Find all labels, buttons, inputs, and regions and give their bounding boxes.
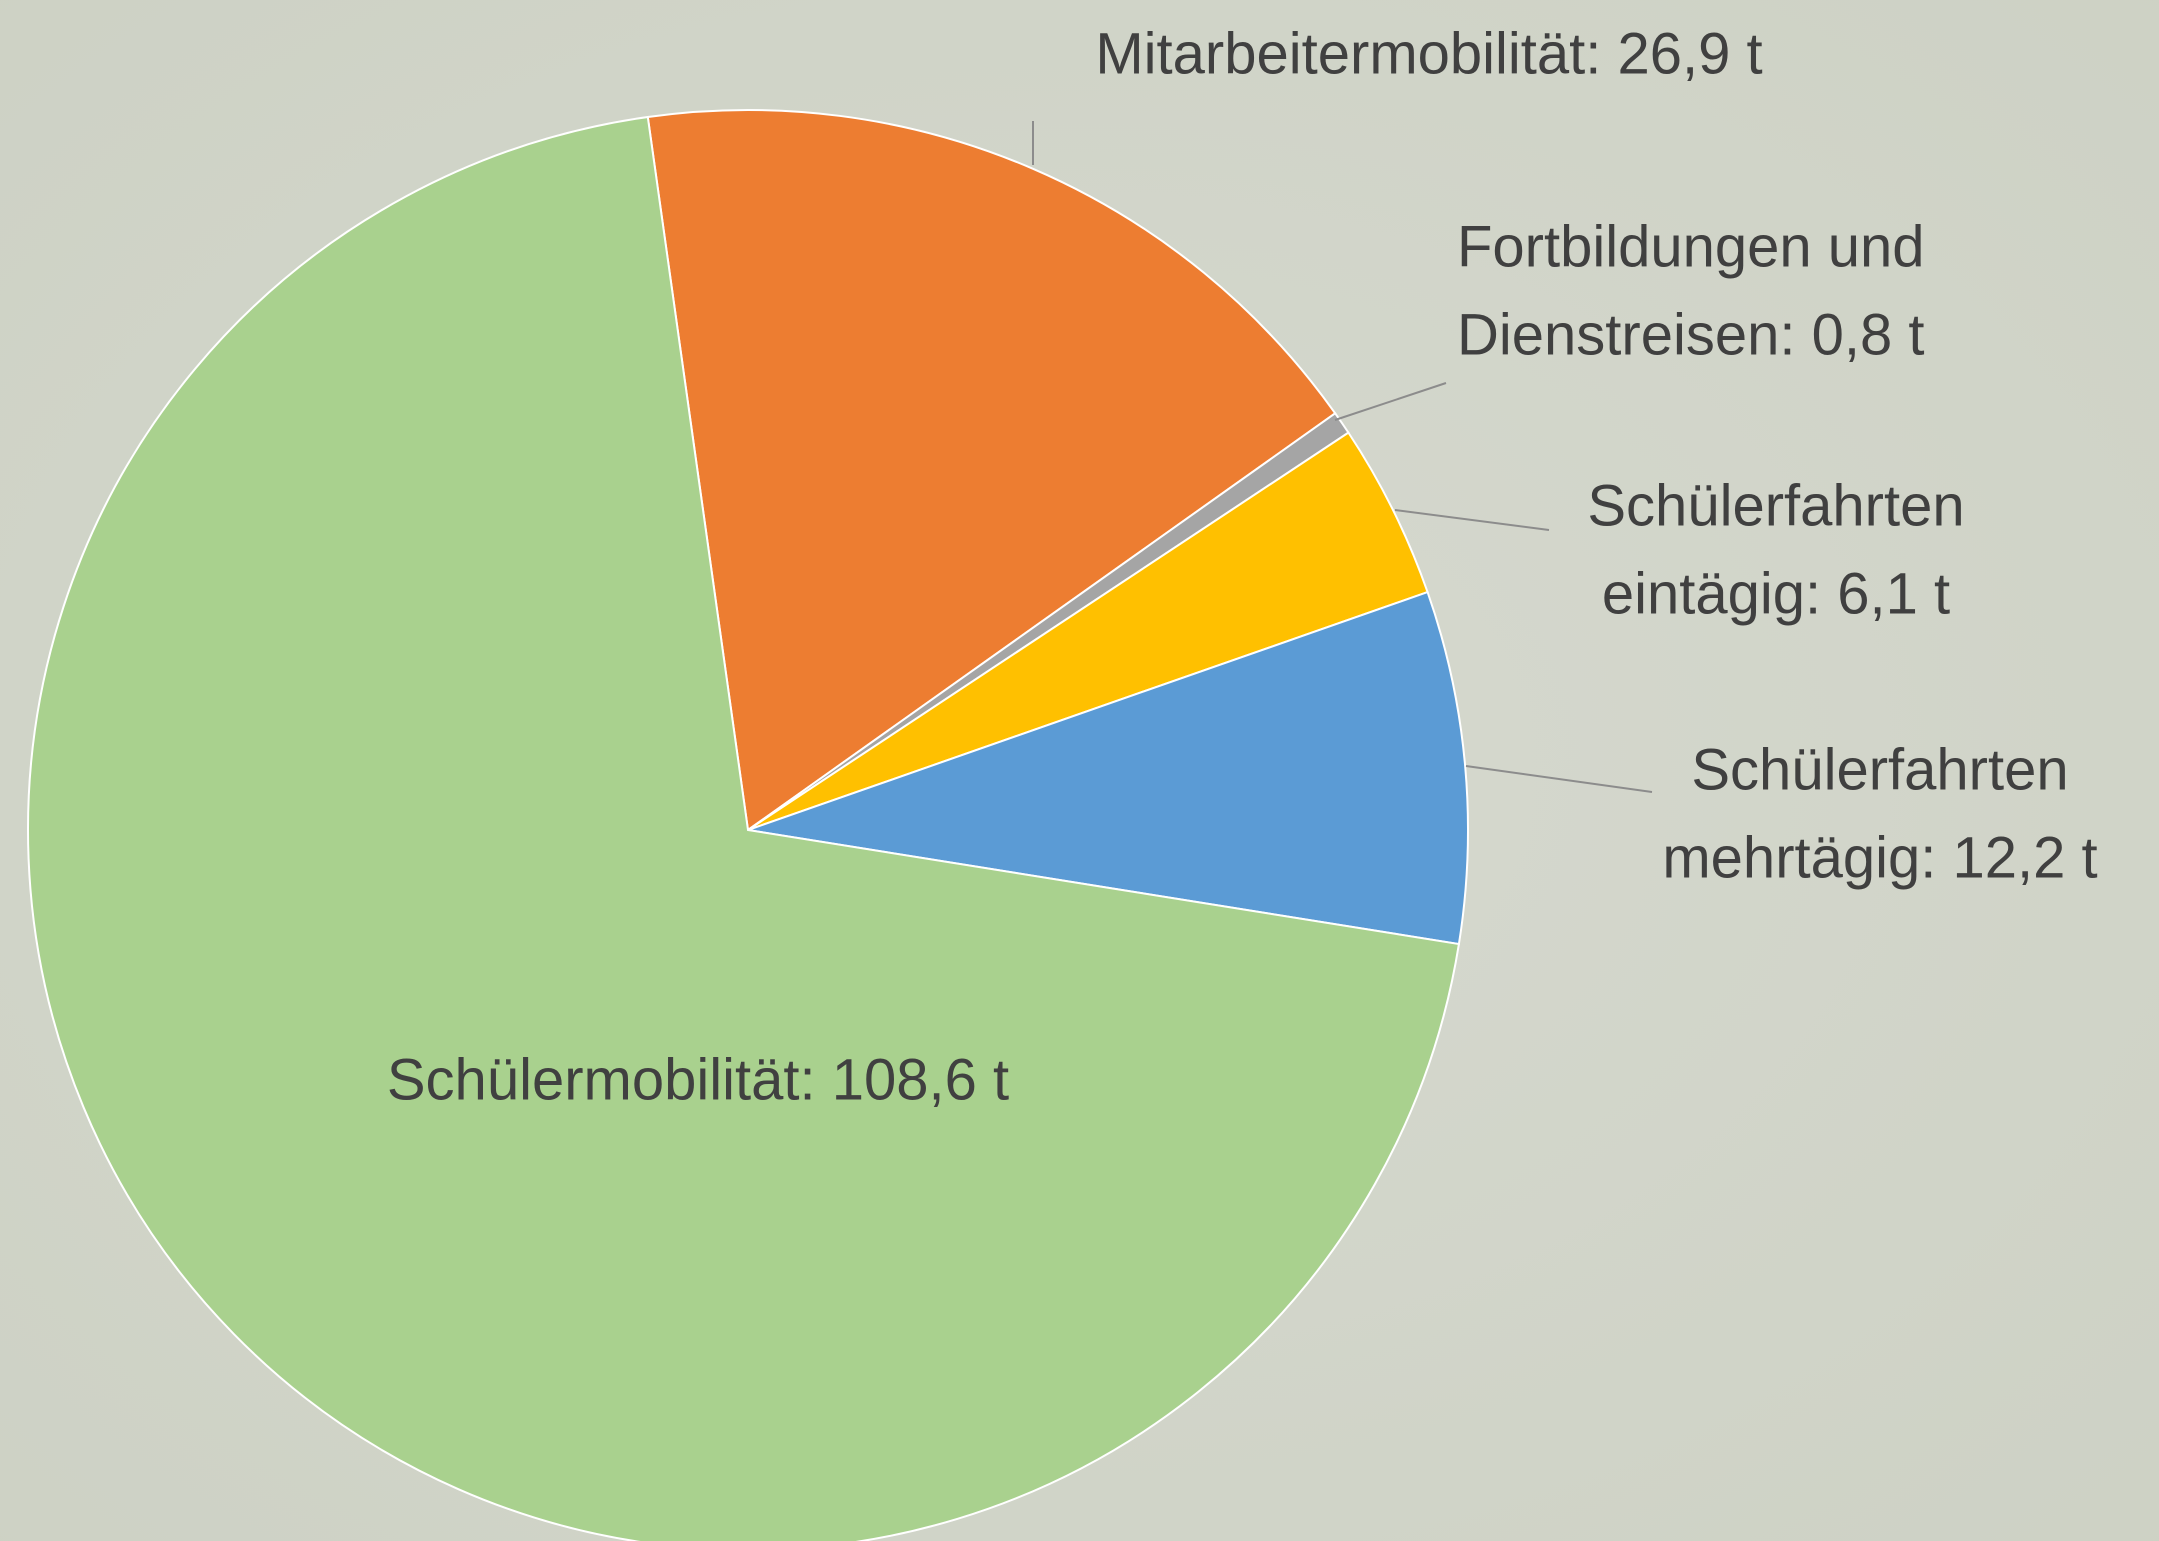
data-label: Mitarbeitermobilität: 26,9 t xyxy=(1095,21,1762,86)
data-label: Schülerfahrten xyxy=(1587,473,1964,538)
data-label: mehrtägig: 12,2 t xyxy=(1662,825,2097,890)
data-label: Schülermobilität: 108,6 t xyxy=(387,1047,1009,1112)
chart: Mitarbeitermobilität: 26,9 t Fortbildunge… xyxy=(0,0,2159,1541)
data-label: eintägig: 6,1 t xyxy=(1602,561,1950,626)
data-label: Fortbildungen und xyxy=(1457,214,1925,279)
data-label: Dienstreisen: 0,8 t xyxy=(1457,302,1924,367)
data-label: Schülerfahrten xyxy=(1691,737,2068,802)
